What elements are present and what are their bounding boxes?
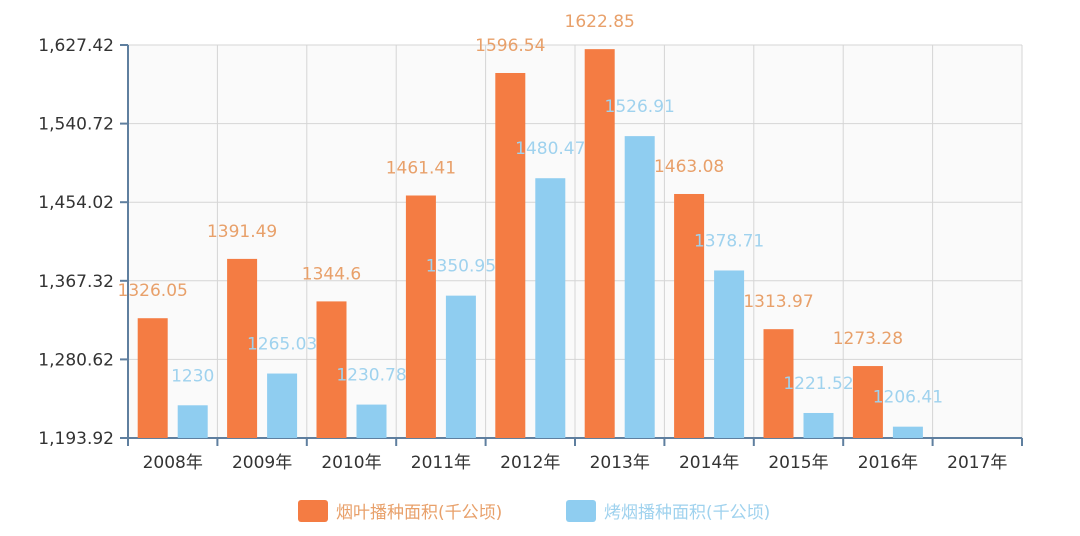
bar-flue-cured-area <box>267 373 298 438</box>
y-tick-label: 1,280.62 <box>38 350 114 370</box>
x-tick-label: 2010年 <box>321 453 381 473</box>
y-tick-label: 1,540.72 <box>38 115 114 135</box>
legend-label-flue-cured-area: 烤烟播种面积(千公顷) <box>604 503 770 523</box>
x-tick-label: 2014年 <box>679 453 739 473</box>
data-label-tobacco-leaf-area: 1391.49 <box>207 222 277 242</box>
legend-label-tobacco-leaf-area: 烟叶播种面积(千公顷) <box>336 503 502 523</box>
bar-tobacco-leaf-area <box>674 193 705 438</box>
x-tick-label: 2017年 <box>947 453 1007 473</box>
data-label-tobacco-leaf-area: 1463.08 <box>654 157 724 177</box>
bar-flue-cured-area <box>356 404 387 438</box>
y-tick-label: 1,454.02 <box>38 193 114 213</box>
bar-tobacco-leaf-area <box>227 258 258 438</box>
bar-tobacco-leaf-area <box>584 49 615 439</box>
legend-swatch-tobacco-leaf-area <box>298 500 328 522</box>
bar-tobacco-leaf-area <box>495 72 526 438</box>
data-label-tobacco-leaf-area: 1326.05 <box>118 281 188 301</box>
x-tick-label: 2011年 <box>411 453 471 473</box>
data-label-flue-cured-area: 1526.91 <box>605 97 675 117</box>
data-label-flue-cured-area: 1230.78 <box>336 366 406 386</box>
y-tick-label: 1,193.92 <box>38 429 114 449</box>
bar-tobacco-leaf-area <box>137 318 168 438</box>
legend-swatch-flue-cured-area <box>566 500 596 522</box>
x-tick-label: 2012年 <box>500 453 560 473</box>
data-label-tobacco-leaf-area: 1344.6 <box>302 264 361 284</box>
data-label-tobacco-leaf-area: 1596.54 <box>475 36 545 56</box>
data-label-flue-cured-area: 1206.41 <box>873 388 943 408</box>
x-tick-label: 2013年 <box>590 453 650 473</box>
bar-tobacco-leaf-area <box>852 366 883 438</box>
data-label-flue-cured-area: 1378.71 <box>694 231 764 251</box>
y-tick-label: 1,627.42 <box>38 36 114 56</box>
x-tick-label: 2008年 <box>143 453 203 473</box>
data-label-tobacco-leaf-area: 1273.28 <box>833 329 903 349</box>
bar-flue-cured-area <box>445 295 476 438</box>
y-tick-label: 1,367.32 <box>38 272 114 292</box>
bar-flue-cured-area <box>177 405 208 438</box>
bar-flue-cured-area <box>803 412 834 438</box>
data-label-tobacco-leaf-area: 1313.97 <box>743 292 813 312</box>
bar-flue-cured-area <box>714 270 745 438</box>
bar-tobacco-leaf-area <box>316 301 347 438</box>
bar-tobacco-leaf-area <box>405 195 436 438</box>
x-tick-label: 2009年 <box>232 453 292 473</box>
bar-flue-cured-area <box>892 426 923 438</box>
x-tick-label: 2016年 <box>858 453 918 473</box>
bar-flue-cured-area <box>624 136 655 438</box>
data-label-flue-cured-area: 1221.52 <box>783 374 853 394</box>
data-label-tobacco-leaf-area: 1622.85 <box>565 12 635 32</box>
bar-tobacco-leaf-area <box>763 329 794 438</box>
data-label-flue-cured-area: 1265.03 <box>247 335 317 355</box>
bar-flue-cured-area <box>535 178 566 438</box>
data-label-flue-cured-area: 1350.95 <box>426 257 496 277</box>
data-label-flue-cured-area: 1480.47 <box>515 139 585 159</box>
x-tick-label: 2015年 <box>768 453 828 473</box>
data-label-tobacco-leaf-area: 1461.41 <box>386 159 456 179</box>
data-label-flue-cured-area: 1230 <box>171 366 214 386</box>
